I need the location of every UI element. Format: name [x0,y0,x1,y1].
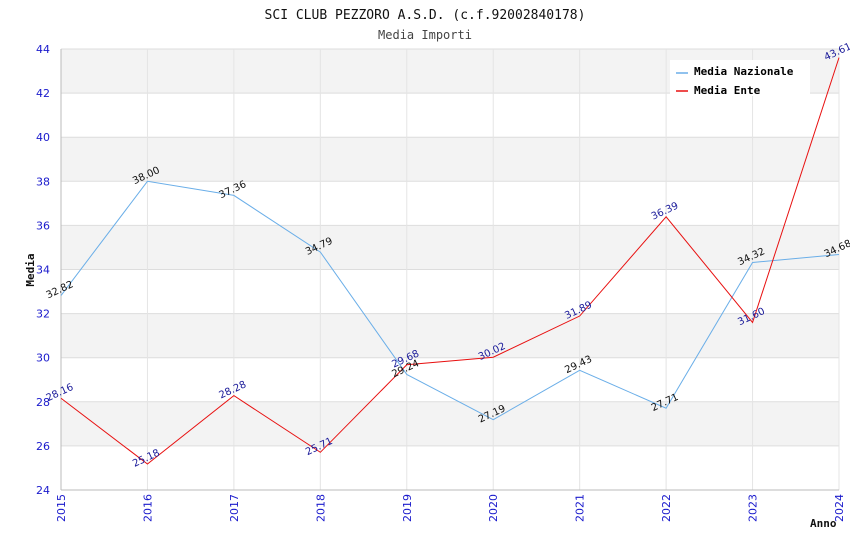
band-26 [61,401,839,446]
band-40 [61,93,839,138]
x-tick-label: 2018 [314,494,327,522]
band-36 [61,181,839,226]
legend-label-nazionale: Media Nazionale [694,65,794,78]
x-tick-label: 2020 [487,494,500,522]
x-tick-label: 2016 [141,494,154,522]
legend: Media Nazionale Media Ente [670,60,810,97]
x-tick-label: 2023 [747,494,760,522]
x-tick-label: 2017 [228,494,241,522]
y-axis-ticks: 24 26 28 30 32 34 36 38 40 42 44 [36,43,50,497]
y-axis-label: Media [24,253,37,286]
y-tick-label: 32 [36,308,50,321]
y-tick-label: 38 [36,175,50,188]
band-24 [61,445,839,490]
y-tick-label: 42 [36,87,50,100]
band-32 [61,269,839,314]
series-lines [60,57,840,465]
legend-box [670,60,810,96]
y-tick-label: 40 [36,131,50,144]
x-tick-label: 2021 [574,494,587,522]
x-axis-label: Anno [810,517,837,530]
band-38 [61,137,839,182]
y-tick-label: 26 [36,440,50,453]
x-tick-label: 2015 [55,494,68,522]
chart-subtitle: Media Importi [378,28,472,42]
x-tick-label: 2019 [401,494,414,522]
y-tick-label: 36 [36,219,50,232]
x-axis-ticks: 2015 2016 2017 2018 2019 2020 2021 2022 2023 2024 [55,494,846,522]
background-bands [61,49,839,490]
legend-label-ente: Media Ente [694,84,761,97]
y-tick-label: 24 [36,484,50,497]
band-28 [61,357,839,402]
x-tick-label: 2024 [833,494,846,522]
series-line-ente [60,57,840,465]
chart-title: SCI CLUB PEZZORO A.S.D. (c.f.92002840178… [265,8,586,23]
x-tick-label: 2022 [660,494,673,522]
band-30 [61,313,839,358]
y-tick-label: 34 [36,264,50,277]
series-line-nazionale [60,180,840,421]
y-tick-label: 44 [36,43,50,56]
gridlines [60,48,840,491]
y-tick-label: 30 [36,352,50,365]
y-tick-label: 28 [36,396,50,409]
band-34 [61,225,839,270]
